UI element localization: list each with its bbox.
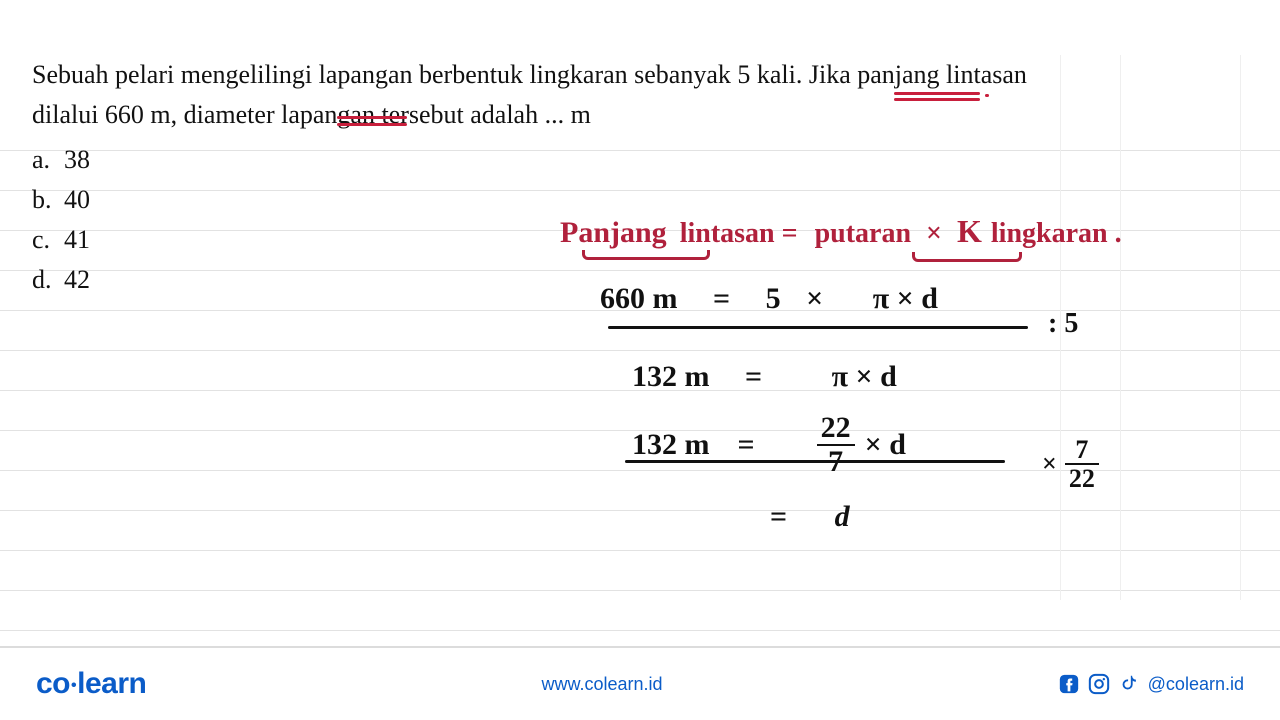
answer-option[interactable]: b.40	[32, 180, 90, 219]
hw-word-putaran: putaran	[815, 218, 911, 249]
footer-handle[interactable]: @colearn.id	[1148, 674, 1244, 695]
answer-option[interactable]: c.41	[32, 220, 90, 259]
red-underline-660m	[337, 116, 407, 119]
hw-side-frac: 7 22	[1065, 436, 1099, 493]
option-label: d.	[32, 260, 64, 299]
hw-l4-r1: d	[835, 500, 850, 533]
hw-l1-r2: ×	[806, 282, 823, 315]
brand-part-a: co	[36, 667, 70, 700]
option-label: c.	[32, 220, 64, 259]
question-body: Sebuah pelari mengelilingi lapangan berb…	[32, 60, 1027, 129]
footer-bar: co•learn www.colearn.id @colearn.id	[0, 646, 1280, 720]
option-label: b.	[32, 180, 64, 219]
ruling-line	[0, 630, 1280, 631]
hw-eq-line-3: 132 m = 22 7 × d	[632, 412, 906, 477]
question-text: Sebuah pelari mengelilingi lapangan berb…	[32, 55, 1062, 136]
answer-option[interactable]: d.42	[32, 260, 90, 299]
ruling-line	[0, 150, 1280, 151]
brand-part-b: learn	[77, 667, 146, 700]
hw-l1-left: 660 m	[600, 282, 678, 315]
hw-l2-eq: =	[745, 360, 762, 393]
hw-side-mul-frac: × 7 22	[1042, 436, 1099, 493]
hw-side-mul-sign: ×	[1042, 449, 1057, 479]
hw-side-div5-text: : 5	[1048, 308, 1078, 339]
brand-dot-icon: •	[71, 677, 76, 694]
footer-url-text: www.colearn.id	[541, 674, 662, 694]
hw-eq-line-1: 660 m = 5 × π × d	[600, 282, 938, 316]
hw-word-k: K	[957, 213, 982, 249]
vertical-faint-line	[1240, 55, 1241, 600]
answer-options: a.38b.40c.41d.42	[32, 140, 90, 300]
hw-l3-left: 132 m	[632, 428, 710, 462]
hw-side-div5: : 5	[1048, 308, 1078, 340]
hw-times-1: ×	[926, 218, 942, 249]
hw-side-frac-num: 7	[1065, 436, 1099, 465]
option-text: 40	[64, 185, 90, 214]
hw-hr-1	[608, 326, 1028, 329]
answer-option[interactable]: a.38	[32, 140, 90, 179]
vertical-faint-line	[1120, 55, 1121, 600]
option-text: 38	[64, 145, 90, 174]
red-bracket	[912, 252, 1022, 262]
red-underline-5-kali-2	[894, 98, 980, 101]
hw-eq-line-4: = d	[770, 500, 850, 534]
red-bracket	[582, 250, 710, 260]
handwriting-formula-title: Panjang lintasan = putaran × K lingkaran…	[560, 213, 1122, 250]
option-text: 41	[64, 225, 90, 254]
hw-l4-eq: =	[770, 500, 787, 533]
ruling-line	[0, 550, 1280, 551]
ruling-line	[0, 270, 1280, 271]
hw-side-frac-den: 22	[1065, 465, 1099, 492]
footer-socials: @colearn.id	[1058, 673, 1244, 695]
hw-l1-eq: =	[713, 282, 730, 315]
hw-word-panjang: Panjang	[560, 216, 667, 249]
ruling-line	[0, 190, 1280, 191]
facebook-icon[interactable]	[1058, 673, 1080, 695]
instagram-icon[interactable]	[1088, 673, 1110, 695]
hw-l3-eq: =	[738, 428, 755, 462]
tiktok-icon[interactable]	[1118, 673, 1140, 695]
hw-l1-r3: π × d	[873, 282, 938, 315]
hw-word-lingkaran: lingkaran .	[991, 218, 1122, 249]
option-label: a.	[32, 140, 64, 179]
hw-hr-2	[625, 460, 1005, 463]
footer-url[interactable]: www.colearn.id	[541, 674, 662, 695]
red-underline-arrow-tail	[985, 94, 989, 97]
hw-l2-left: 132 m	[632, 360, 710, 393]
hw-l3-after: × d	[865, 428, 906, 462]
red-underline-660m-2	[337, 123, 407, 126]
page-root: Sebuah pelari mengelilingi lapangan berb…	[0, 0, 1280, 720]
hw-eq-line-2: 132 m = π × d	[632, 360, 897, 394]
brand-logo: co•learn	[36, 667, 146, 701]
red-underline-5-kali	[894, 92, 980, 95]
hw-word-lintasan: lintasan =	[680, 218, 798, 249]
hw-l3-frac-num: 22	[817, 412, 855, 446]
hw-l1-r1: 5	[766, 282, 781, 315]
ruling-line	[0, 510, 1280, 511]
option-text: 42	[64, 265, 90, 294]
hw-l3-frac: 22 7	[817, 412, 855, 477]
hw-l2-r1: π × d	[832, 360, 897, 393]
ruling-line	[0, 590, 1280, 591]
ruling-line	[0, 350, 1280, 351]
